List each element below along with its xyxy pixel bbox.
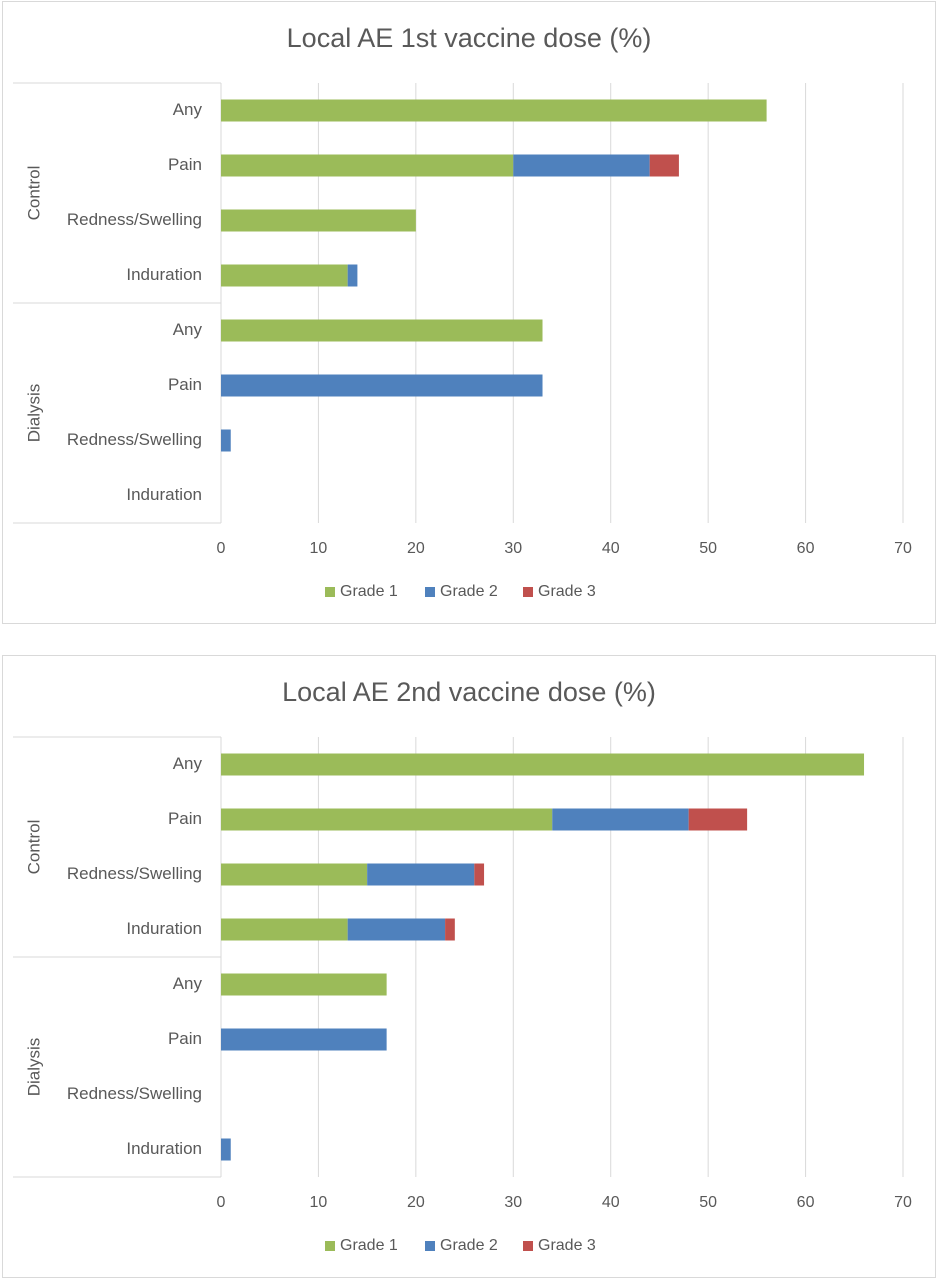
bar-segment-grade-2 xyxy=(552,808,689,831)
category-label: Any xyxy=(173,754,203,773)
bar-segment-grade-2 xyxy=(221,1138,231,1161)
x-tick-label: 20 xyxy=(407,540,425,557)
category-label: Any xyxy=(173,974,203,993)
x-tick-label: 60 xyxy=(797,540,815,557)
x-tick-label: 40 xyxy=(602,540,620,557)
bar-segment-grade-1 xyxy=(221,154,514,177)
x-tick-label: 70 xyxy=(894,540,912,557)
bar-segment-grade-3 xyxy=(688,808,748,831)
chart-2nd-dose: Local AE 2nd vaccine dose (%) 0 10 20 30 40 50… xyxy=(13,677,912,1254)
legend-label: Grade 2 xyxy=(440,1237,498,1254)
group-label: Dialysis xyxy=(24,1038,43,1097)
x-tick-label: 60 xyxy=(797,1194,815,1211)
group-label: Control xyxy=(24,166,43,221)
bar-segment-grade-1 xyxy=(221,319,543,342)
category-label: Induration xyxy=(126,265,202,284)
x-tick-label: 30 xyxy=(504,540,522,557)
group-label: Dialysis xyxy=(24,384,43,443)
bar-segment-grade-1 xyxy=(221,808,553,831)
legend-swatch xyxy=(325,1241,335,1251)
x-tick-label: 0 xyxy=(217,540,226,557)
bar-segment-grade-3 xyxy=(474,863,485,886)
x-tick-label: 0 xyxy=(217,1194,226,1211)
bar-segment-grade-1 xyxy=(221,973,387,996)
legend-swatch xyxy=(523,587,533,597)
bar-segment-grade-2 xyxy=(367,863,475,886)
bar-segment-grade-1 xyxy=(221,99,767,122)
category-label: Pain xyxy=(168,1029,202,1048)
bar-segment-grade-2 xyxy=(347,264,358,287)
chart-panel-1st-dose: Local AE 1st vaccine dose (%) 0 10 20 30 40 50… xyxy=(2,1,936,624)
bar-segment-grade-1 xyxy=(221,264,348,287)
group-label: Control xyxy=(24,820,43,875)
chart-title: Local AE 2nd vaccine dose (%) xyxy=(282,677,656,707)
legend-label: Grade 3 xyxy=(538,1237,596,1254)
category-label: Pain xyxy=(168,809,202,828)
chart-1st-dose: Local AE 1st vaccine dose (%) 0 10 20 30 40 50… xyxy=(13,23,912,600)
x-tick-label: 40 xyxy=(602,1194,620,1211)
category-label: Redness/Swelling xyxy=(67,1084,202,1103)
category-label: Any xyxy=(173,320,203,339)
category-label: Induration xyxy=(126,485,202,504)
chart-title: Local AE 1st vaccine dose (%) xyxy=(287,23,652,53)
category-label: Redness/Swelling xyxy=(67,430,202,449)
x-tick-label: 20 xyxy=(407,1194,425,1211)
bar-segment-grade-2 xyxy=(513,154,650,177)
category-label: Pain xyxy=(168,155,202,174)
legend-swatch xyxy=(425,587,435,597)
x-tick-label: 10 xyxy=(310,1194,328,1211)
chart-panel-2nd-dose: Local AE 2nd vaccine dose (%) 0 10 20 30 40 50… xyxy=(2,655,936,1278)
category-label: Pain xyxy=(168,375,202,394)
bar-segment-grade-2 xyxy=(221,1028,387,1051)
category-label: Redness/Swelling xyxy=(67,864,202,883)
x-tick-label: 30 xyxy=(504,1194,522,1211)
bar-segment-grade-2 xyxy=(221,374,543,397)
x-tick-label: 50 xyxy=(699,540,717,557)
legend-label: Grade 2 xyxy=(440,583,498,600)
x-tick-label: 70 xyxy=(894,1194,912,1211)
bar-segment-grade-3 xyxy=(649,154,679,177)
bar-segment-grade-1 xyxy=(221,753,865,776)
x-tick-label: 10 xyxy=(310,540,328,557)
x-tick-label: 50 xyxy=(699,1194,717,1211)
bar-segment-grade-2 xyxy=(221,429,231,452)
bar-segment-grade-1 xyxy=(221,209,416,232)
legend-label: Grade 1 xyxy=(340,583,398,600)
category-label: Induration xyxy=(126,1139,202,1158)
legend-swatch xyxy=(425,1241,435,1251)
legend-swatch xyxy=(523,1241,533,1251)
bar-segment-grade-1 xyxy=(221,863,368,886)
category-label: Any xyxy=(173,100,203,119)
legend-label: Grade 3 xyxy=(538,583,596,600)
legend-swatch xyxy=(325,587,335,597)
bar-segment-grade-1 xyxy=(221,918,348,941)
category-label: Redness/Swelling xyxy=(67,210,202,229)
bar-segment-grade-3 xyxy=(445,918,455,941)
category-label: Induration xyxy=(126,919,202,938)
bar-segment-grade-2 xyxy=(347,918,446,941)
legend-label: Grade 1 xyxy=(340,1237,398,1254)
